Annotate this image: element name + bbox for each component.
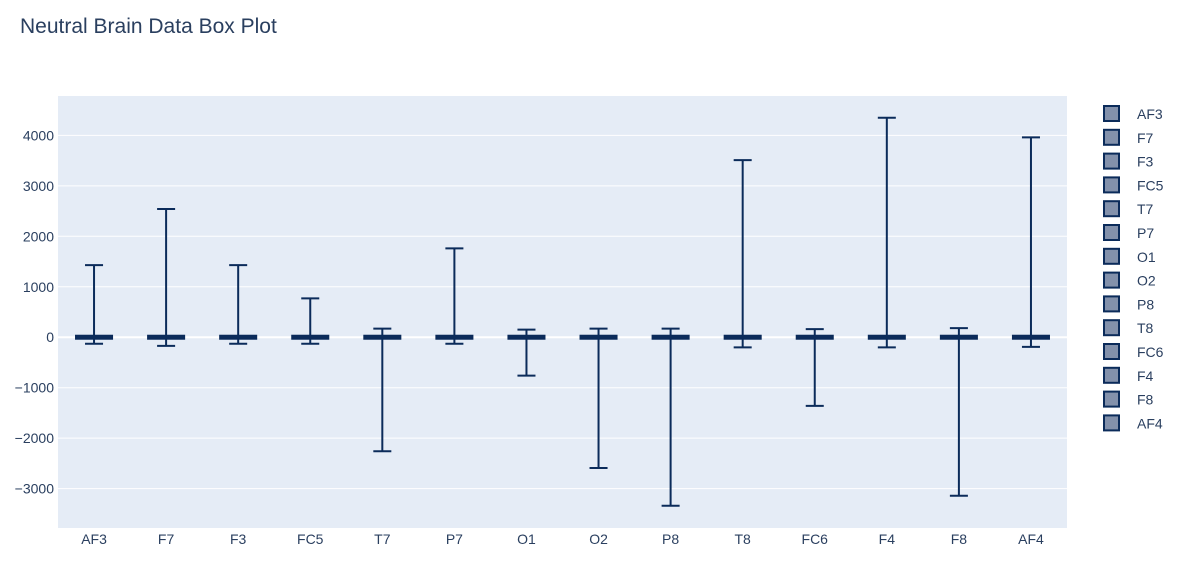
legend-label: F3 (1137, 154, 1154, 170)
legend-item[interactable]: F3 (1103, 152, 1154, 170)
y-tick-label: −3000 (15, 481, 55, 497)
legend-label: AF3 (1137, 106, 1163, 122)
box-o2[interactable] (579, 327, 618, 469)
legend-item[interactable]: O1 (1103, 247, 1156, 265)
x-tick-label: T7 (374, 531, 391, 547)
chart-title: Neutral Brain Data Box Plot (20, 15, 277, 38)
plot-area (58, 96, 1067, 528)
legend-item[interactable]: AF3 (1103, 105, 1163, 122)
legend-item[interactable]: P8 (1103, 295, 1154, 313)
box-t8[interactable] (723, 159, 762, 349)
box-fc5[interactable] (291, 297, 330, 345)
legend-item[interactable]: AF4 (1103, 414, 1163, 432)
box-t7[interactable] (363, 327, 402, 453)
legend-label: F4 (1137, 368, 1154, 384)
legend-swatch (1103, 176, 1120, 194)
box-p8[interactable] (651, 327, 690, 507)
y-tick-label: 3000 (23, 178, 54, 194)
legend-item[interactable]: F7 (1103, 128, 1154, 146)
legend-swatch (1103, 295, 1120, 313)
x-tick-label: P7 (446, 531, 463, 547)
y-tick-label: 1000 (23, 279, 54, 295)
legend-swatch (1103, 343, 1120, 360)
x-tick-label: T8 (735, 531, 752, 547)
legend-item[interactable]: T7 (1103, 200, 1154, 218)
y-tick-label: 2000 (23, 228, 54, 244)
x-tick-label: F8 (951, 531, 968, 547)
box-f8[interactable] (939, 327, 978, 497)
legend-swatch (1103, 247, 1120, 265)
box-o1[interactable] (507, 328, 546, 377)
legend-item[interactable]: O2 (1103, 271, 1156, 289)
y-tick-label: 0 (46, 329, 54, 345)
legend-item[interactable]: T8 (1103, 319, 1154, 337)
legend-swatch (1103, 152, 1120, 170)
legend-item[interactable]: P7 (1103, 224, 1154, 241)
legend-swatch (1103, 200, 1120, 218)
box-f7[interactable] (147, 208, 186, 347)
x-tick-label: O2 (589, 531, 608, 547)
legend-swatch (1103, 224, 1120, 241)
legend-label: P7 (1137, 225, 1154, 241)
x-tick-label: F4 (879, 531, 896, 547)
box-fc6[interactable] (795, 328, 834, 407)
x-tick-label: O1 (517, 531, 536, 547)
legend-swatch (1103, 128, 1120, 146)
legend-label: O1 (1137, 249, 1156, 265)
y-tick-label: 4000 (23, 127, 54, 143)
legend: AF3 F7 F3 FC5 T7 P7 O1 O2 P8 T8 FC6 F4 F8 AF4 (1103, 105, 1164, 432)
legend-label: AF4 (1137, 415, 1163, 431)
legend-swatch (1103, 366, 1120, 384)
y-axis-ticks: −3000 −2000 −1000 0 1000 2000 3000 4000 (15, 127, 55, 496)
legend-label: F7 (1137, 130, 1154, 146)
legend-label: FC6 (1137, 344, 1164, 360)
x-tick-label: FC6 (802, 531, 829, 547)
legend-swatch (1103, 414, 1120, 432)
box-f4[interactable] (867, 116, 906, 349)
legend-swatch (1103, 390, 1120, 408)
x-tick-label: F7 (158, 531, 175, 547)
legend-label: O2 (1137, 273, 1156, 289)
box-af4[interactable] (1011, 136, 1050, 348)
legend-label: P8 (1137, 296, 1154, 312)
box-p7[interactable] (435, 247, 474, 345)
legend-item[interactable]: FC6 (1103, 343, 1164, 360)
legend-item[interactable]: F4 (1103, 366, 1154, 384)
y-tick-label: −2000 (15, 430, 55, 446)
x-tick-label: P8 (662, 531, 679, 547)
x-tick-label: AF4 (1018, 531, 1044, 547)
legend-item[interactable]: F8 (1103, 390, 1154, 408)
x-tick-label: FC5 (297, 531, 324, 547)
x-axis-ticks: AF3 F7 F3 FC5 T7 P7 O1 O2 P8 T8 FC6 F4 F8 AF4 (81, 531, 1044, 547)
legend-label: T8 (1137, 320, 1154, 336)
legend-swatch (1103, 319, 1120, 337)
legend-label: T7 (1137, 201, 1154, 217)
legend-swatch (1103, 105, 1120, 122)
legend-swatch (1103, 271, 1120, 289)
box-f3[interactable] (219, 264, 258, 345)
box-series (75, 116, 1050, 507)
legend-label: FC5 (1137, 177, 1164, 193)
x-tick-label: F3 (230, 531, 247, 547)
legend-item[interactable]: FC5 (1103, 176, 1164, 194)
legend-label: F8 (1137, 392, 1154, 408)
box-af3[interactable] (75, 264, 114, 345)
y-tick-label: −1000 (15, 380, 55, 396)
x-tick-label: AF3 (81, 531, 107, 547)
